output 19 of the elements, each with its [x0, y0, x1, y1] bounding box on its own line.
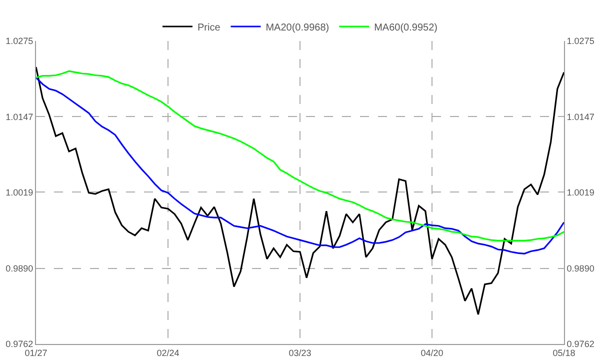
- legend-label: MA20(0.9968): [266, 22, 330, 34]
- x-tick-label: 02/24: [156, 348, 180, 358]
- y-tick-label: 1.0019: [6, 187, 34, 198]
- legend-label: MA60(0.9952): [374, 22, 438, 34]
- y2-tick-label: 1.0275: [566, 36, 594, 46]
- y2-tick-label: 1.0019: [566, 187, 594, 198]
- y-tick-label: 1.0275: [6, 36, 34, 46]
- legend-label: Price: [198, 22, 221, 34]
- x-tick-label: 05/18: [552, 348, 576, 358]
- y2-tick-label: 0.9762: [566, 339, 594, 350]
- x-tick-label: 03/23: [288, 348, 312, 358]
- x-tick-label: 01/27: [24, 348, 48, 358]
- y-tick-label: 1.0147: [6, 112, 34, 122]
- y-tick-label: 0.9762: [6, 339, 34, 350]
- x-tick-label: 04/20: [420, 348, 444, 358]
- line-series: [36, 66, 564, 316]
- y2-tick-label: 1.0147: [566, 112, 594, 122]
- y2-tick-label: 0.9890: [566, 264, 594, 274]
- y-tick-label: 0.9890: [6, 264, 34, 274]
